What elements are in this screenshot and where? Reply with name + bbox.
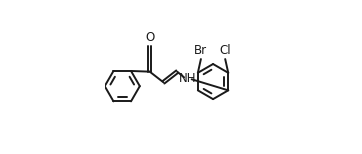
Text: NH: NH [179, 72, 197, 85]
Text: Cl: Cl [219, 44, 231, 57]
Text: Br: Br [194, 44, 207, 57]
Text: O: O [145, 31, 154, 44]
